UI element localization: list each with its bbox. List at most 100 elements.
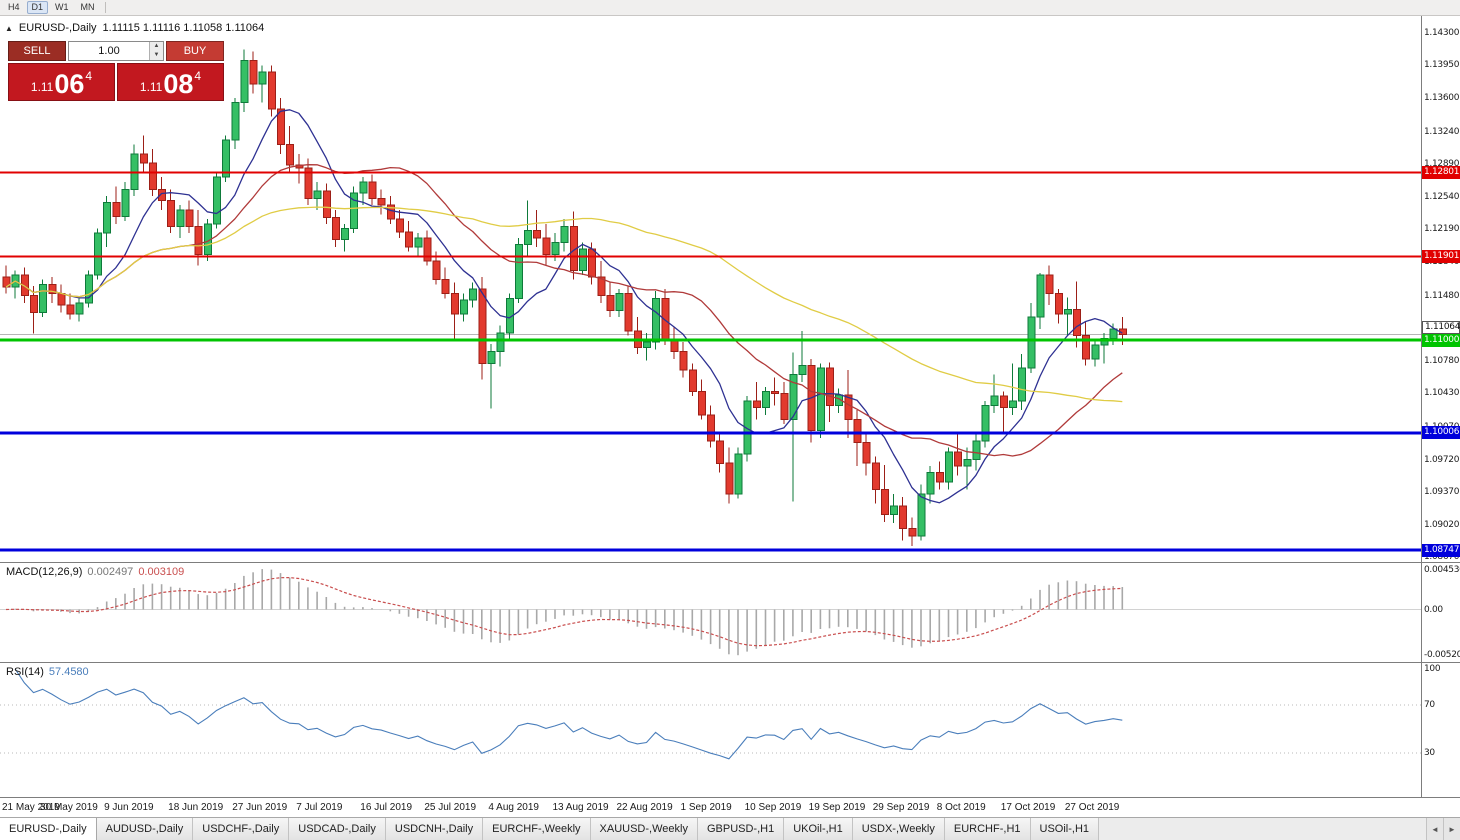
date-label: 16 Jul 2019 — [360, 802, 413, 813]
macd-axis-max: 0.004536 — [1424, 565, 1460, 575]
chart-plot-area[interactable]: ▲ EURUSD-,Daily 1.11115 1.11116 1.11058 … — [0, 16, 1421, 562]
chart-tab-bar: EURUSD-,Daily AUDUSD-,Daily USDCHF-,Daily U… — [0, 817, 1460, 840]
date-label: 9 Jun 2019 — [104, 802, 154, 813]
date-label: 29 Sep 2019 — [872, 802, 930, 813]
bid-big-digits: 06 — [54, 69, 85, 99]
current-price-label: 1.11064 — [1422, 321, 1460, 335]
price-tick: 1.11480 — [1424, 290, 1460, 301]
rsi-value: 57.4580 — [48, 666, 89, 678]
price-tick: 1.10430 — [1424, 388, 1460, 399]
rsi-panel: RSI(14) 57.4580 100 70 30 — [0, 662, 1460, 797]
chart-header: ▲ EURUSD-,Daily 1.11115 1.11116 1.11058 … — [5, 22, 264, 34]
price-tick: 1.12190 — [1424, 224, 1460, 235]
rsi-title: RSI(14) 57.4580 — [6, 666, 89, 678]
timeframe-toolbar: H4 D1 W1 MN — [0, 0, 1460, 16]
price-level-label: 1.08747 — [1422, 543, 1460, 557]
chart-symbol-title: EURUSD-,Daily — [18, 22, 97, 34]
tab-usdcnh-daily[interactable]: USDCNH-,Daily — [385, 818, 484, 840]
date-label: 25 Jul 2019 — [424, 802, 477, 813]
tab-scroll-right-icon[interactable]: ► — [1443, 818, 1460, 840]
timeframe-d1[interactable]: D1 — [26, 1, 49, 14]
tab-eurchf-weekly[interactable]: EURCHF-,Weekly — [483, 818, 591, 840]
price-level-label: 1.11901 — [1422, 249, 1460, 263]
ask-prefix: 1.11 — [139, 80, 163, 94]
price-tick: 1.10780 — [1424, 355, 1460, 366]
price-tick: 1.13950 — [1424, 60, 1460, 71]
price-tick: 1.08670 — [1424, 552, 1460, 563]
date-label: 7 Jul 2019 — [296, 802, 343, 813]
tab-usoil-h1[interactable]: USOil-,H1 — [1030, 818, 1100, 840]
price-tick: 1.09720 — [1424, 454, 1460, 465]
buy-button[interactable]: BUY — [166, 41, 224, 61]
date-label: 21 May 2019 — [2, 802, 60, 813]
bid-pipette: 4 — [85, 69, 93, 83]
volume-increase-icon[interactable]: ▲ — [150, 42, 163, 51]
macd-axis-min: -0.005205 — [1424, 650, 1460, 660]
tab-scroll-left-icon[interactable]: ◄ — [1426, 818, 1443, 840]
macd-axis: 0.004536 0.00 -0.005205 — [1421, 563, 1460, 662]
price-level-label: 1.10006 — [1422, 426, 1460, 440]
date-label: 10 Sep 2019 — [744, 802, 802, 813]
toolbar-separator — [104, 2, 106, 13]
price-tick: 1.09370 — [1424, 487, 1460, 498]
date-label: 8 Oct 2019 — [936, 802, 986, 813]
price-tick: 1.14300 — [1424, 27, 1460, 38]
tab-eurchf-h1[interactable]: EURCHF-,H1 — [944, 818, 1031, 840]
ask-price-tile[interactable]: 1.11 08 4 — [117, 63, 224, 101]
macd-title: MACD(12,26,9) 0.002497 0.003109 — [6, 566, 184, 578]
macd-title-text: MACD(12,26,9) — [6, 566, 83, 578]
price-tick: 1.09020 — [1424, 519, 1460, 530]
ask-big-digits: 08 — [163, 69, 194, 99]
date-label: 1 Sep 2019 — [680, 802, 732, 813]
timeframe-h4[interactable]: H4 — [8, 2, 20, 12]
sell-button[interactable]: SELL — [8, 41, 66, 61]
collapse-icon[interactable]: ▲ — [5, 23, 13, 33]
date-label: 27 Oct 2019 — [1064, 802, 1120, 813]
tab-usdx-weekly[interactable]: USDX-,Weekly — [852, 818, 945, 840]
price-level-label: 1.12801 — [1422, 165, 1460, 179]
rsi-plot-area: RSI(14) 57.4580 — [0, 663, 1421, 797]
date-label: 30 May 2019 — [40, 802, 98, 813]
bid-prefix: 1.11 — [30, 80, 54, 94]
macd-signal-value: 0.003109 — [138, 566, 185, 578]
tab-xauusd-weekly[interactable]: XAUUSD-,Weekly — [590, 818, 698, 840]
date-label: 17 Oct 2019 — [1000, 802, 1056, 813]
macd-panel: MACD(12,26,9) 0.002497 0.003109 0.004536… — [0, 562, 1460, 662]
rsi-axis-label: 100 — [1424, 664, 1441, 674]
timeframe-mn[interactable]: MN — [80, 2, 95, 12]
date-label: 27 Jun 2019 — [232, 802, 288, 813]
tab-bar-filler — [1099, 818, 1426, 840]
tab-usdcad-daily[interactable]: USDCAD-,Daily — [289, 818, 386, 840]
price-tick: 1.13600 — [1424, 92, 1460, 103]
volume-value[interactable]: 1.00 — [98, 45, 120, 57]
date-label: 19 Sep 2019 — [808, 802, 866, 813]
bid-price-tile[interactable]: 1.11 06 4 — [8, 63, 115, 101]
date-label: 18 Jun 2019 — [168, 802, 224, 813]
main-chart-panel: ▲ EURUSD-,Daily 1.11115 1.11116 1.11058 … — [0, 16, 1460, 562]
rsi-title-text: RSI(14) — [6, 666, 44, 678]
ask-pipette: 4 — [194, 69, 202, 83]
macd-main-value: 0.002497 — [87, 566, 134, 578]
price-axis[interactable]: 1.14300 1.13950 1.13600 1.13240 1.12890 1.125… — [1421, 16, 1460, 562]
date-label: 22 Aug 2019 — [616, 802, 673, 813]
macd-plot-area: MACD(12,26,9) 0.002497 0.003109 — [0, 563, 1421, 662]
volume-stepper[interactable]: 1.00 ▲ ▼ — [68, 41, 164, 61]
price-tick: 1.12540 — [1424, 191, 1460, 202]
tab-gbpusd-h1[interactable]: GBPUSD-,H1 — [697, 818, 785, 840]
tab-ukoil-h1[interactable]: UKOil-,H1 — [784, 818, 853, 840]
chart-ohlc-values: 1.11115 1.11116 1.11058 1.11064 — [102, 22, 265, 34]
date-label: 4 Aug 2019 — [488, 802, 539, 813]
price-level-label: 1.11000 — [1422, 333, 1460, 347]
tab-usdchf-daily[interactable]: USDCHF-,Daily — [193, 818, 290, 840]
tab-eurusd-daily[interactable]: EURUSD-,Daily — [0, 818, 97, 840]
rsi-axis-label: 70 — [1424, 700, 1435, 710]
price-tick: 1.12890 — [1424, 159, 1460, 170]
price-tick: 1.13240 — [1424, 126, 1460, 137]
timeframe-w1[interactable]: W1 — [55, 2, 69, 12]
tab-audusd-daily[interactable]: AUDUSD-,Daily — [96, 818, 194, 840]
one-click-trade-panel: SELL 1.00 ▲ ▼ BUY 1.11 06 4 — [8, 41, 224, 101]
macd-axis-zero: 0.00 — [1424, 604, 1443, 615]
date-label: 13 Aug 2019 — [552, 802, 609, 813]
volume-decrease-icon[interactable]: ▼ — [150, 51, 163, 60]
